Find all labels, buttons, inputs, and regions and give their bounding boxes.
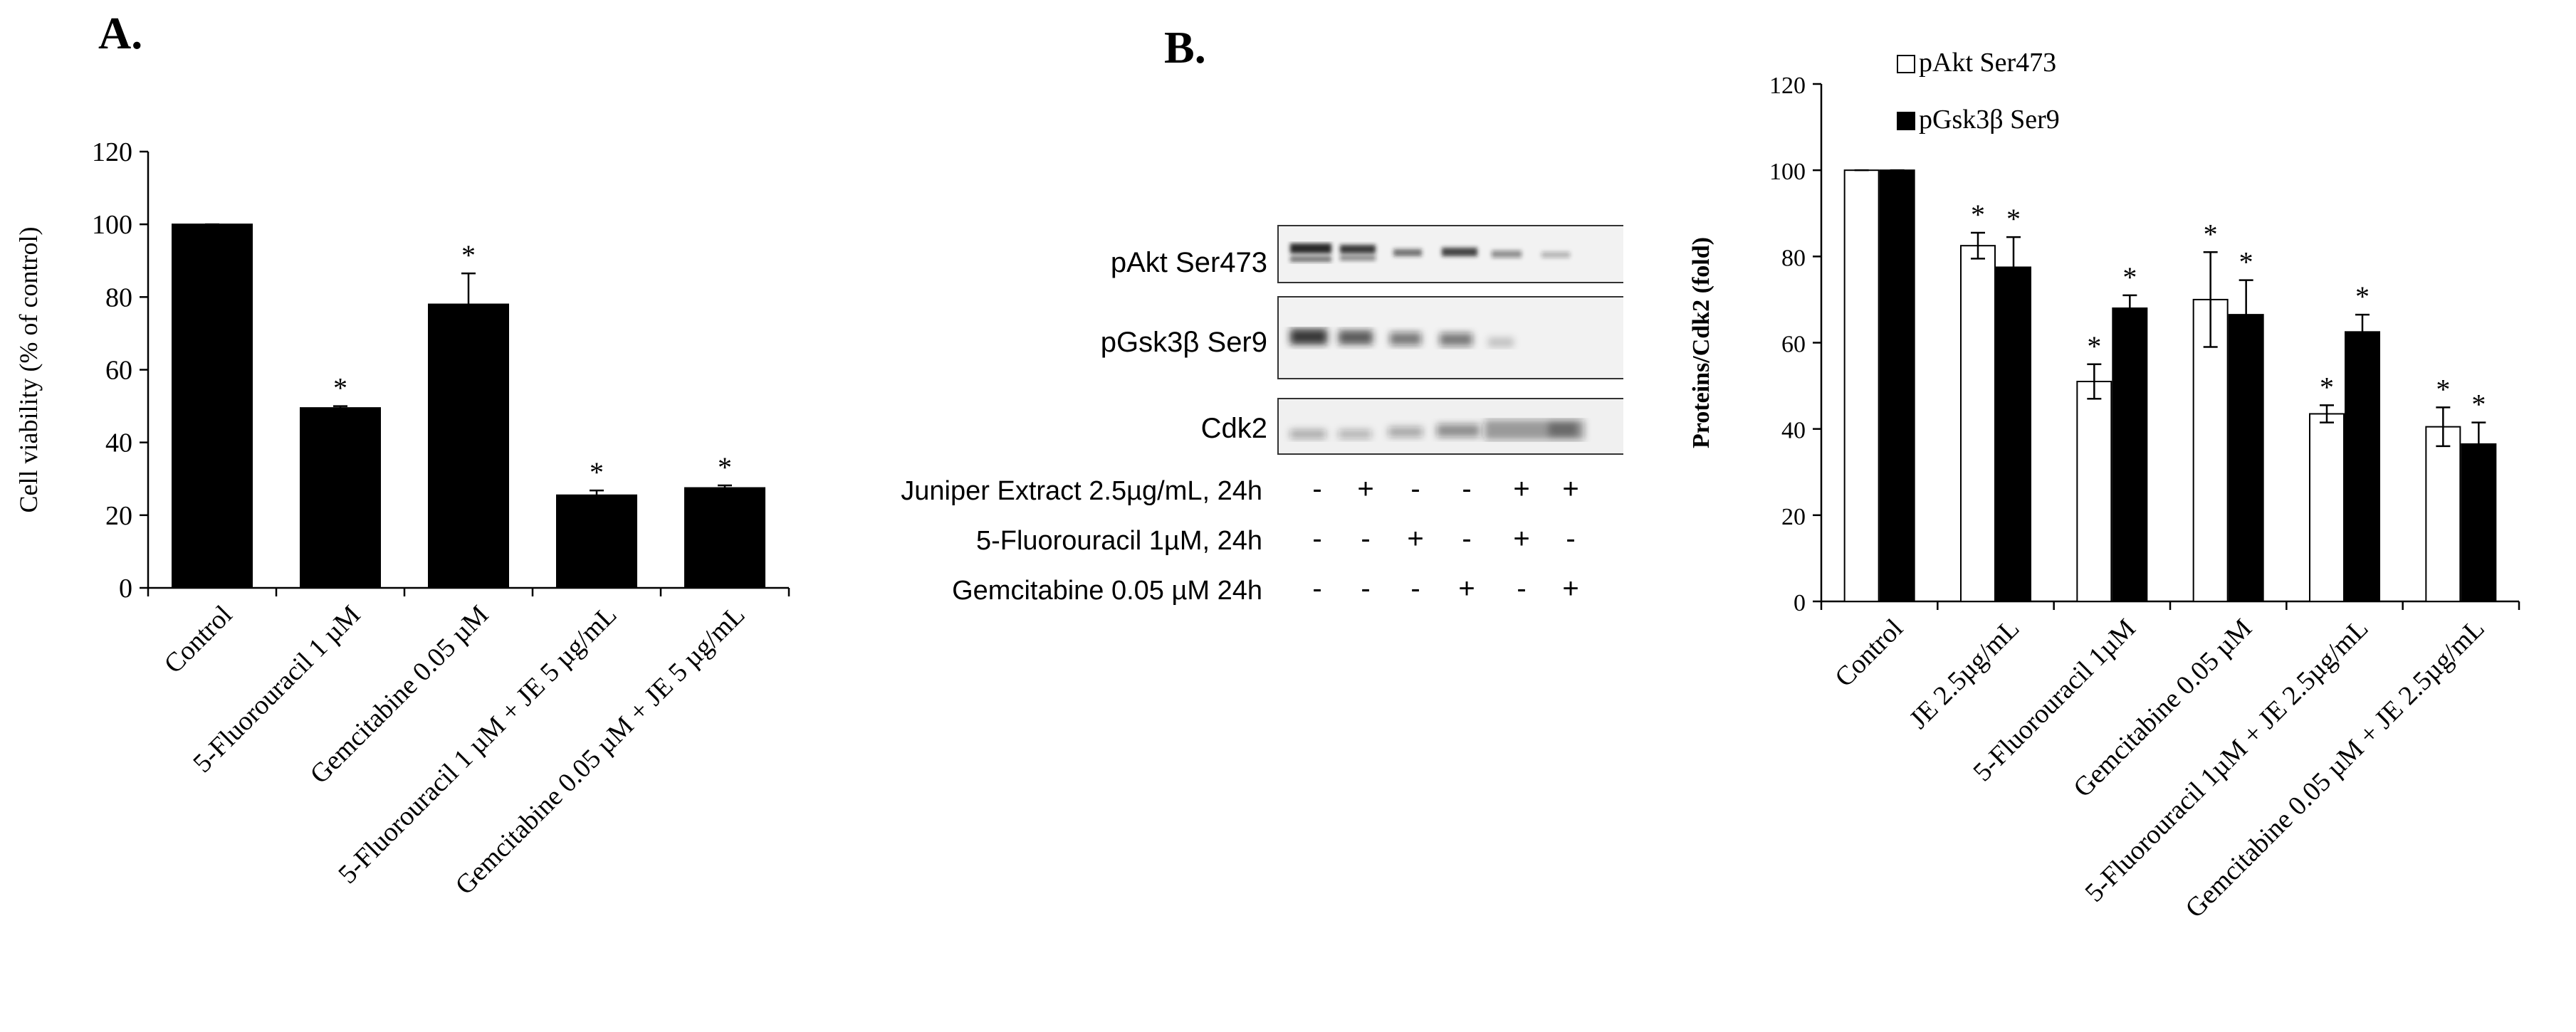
treatment-label: 5-Fluorouracil 1µM, 24h — [976, 526, 1262, 556]
treatment-sign: + — [1513, 523, 1529, 554]
y-tick-label: 120 — [1769, 73, 1806, 99]
treatment-sign: + — [1407, 523, 1423, 554]
treatment-sign: - — [1361, 573, 1370, 604]
treatment-sign: - — [1566, 523, 1575, 554]
significance-marker: * — [1971, 199, 1985, 231]
significance-marker: * — [2122, 261, 2137, 293]
y-tick-label: 40 — [1781, 418, 1806, 444]
treatment-label: Gemcitabine 0.05 µM 24h — [952, 576, 1262, 606]
significance-marker: * — [2087, 330, 2101, 362]
bar-viability-0 — [172, 223, 253, 589]
y-tick-label: 60 — [105, 356, 132, 386]
y-tick-label: 20 — [105, 501, 132, 531]
legend-swatch — [1897, 55, 1915, 73]
panel-b-letter: B. — [1164, 22, 1206, 73]
western-blot-panel: pAkt Ser473 pGsk3β Ser9 Cdk2 Juniper Ext… — [901, 225, 1623, 606]
legend-label: pAkt Ser473 — [1919, 48, 2056, 78]
bar-pakt-0 — [1843, 169, 1880, 602]
significance-marker: * — [2239, 246, 2253, 278]
bar-viability-2 — [428, 303, 509, 589]
blot-row-label-cdk2: Cdk2 — [1201, 413, 1267, 444]
bar-pakt-1 — [1960, 245, 1996, 602]
blot-row-label-pakt: pAkt Ser473 — [1111, 247, 1267, 278]
y-tick-label: 0 — [1794, 590, 1806, 616]
x-category-label: Control — [159, 600, 239, 680]
y-tick-label: 60 — [1781, 332, 1806, 358]
bar-pgsk3β-2 — [2112, 307, 2148, 602]
bar-viability-4 — [684, 487, 765, 589]
bar-pgsk3β-3 — [2228, 314, 2264, 602]
significance-marker: * — [718, 451, 732, 483]
significance-marker: * — [2006, 203, 2021, 235]
treatment-sign: - — [1312, 473, 1321, 505]
treatment-sign: + — [1562, 473, 1578, 505]
legend-swatch — [1897, 112, 1915, 130]
y-tick-label: 20 — [1781, 504, 1806, 530]
treatment-sign: + — [1562, 573, 1578, 604]
y-tick-label: 40 — [105, 428, 132, 458]
significance-marker: * — [461, 239, 476, 271]
treatment-sign: - — [1517, 573, 1526, 604]
blot-strip-pakt — [1277, 225, 1623, 283]
treatment-sign: - — [1462, 473, 1471, 505]
bar-pgsk3β-0 — [1879, 169, 1915, 602]
bar-viability-3 — [556, 494, 637, 589]
y-tick-label: 80 — [1781, 245, 1806, 271]
significance-marker: * — [2320, 371, 2334, 403]
treatment-sign: + — [1458, 573, 1475, 604]
treatment-sign: - — [1462, 523, 1471, 554]
treatment-sign: - — [1361, 523, 1370, 554]
bar-viability-1 — [300, 407, 381, 589]
treatment-label: Juniper Extract 2.5µg/mL, 24h — [901, 476, 1262, 506]
bar-pgsk3β-4 — [2345, 331, 2380, 602]
panel-a-letter: A. — [98, 8, 143, 58]
bar-pgsk3β-1 — [1996, 266, 2031, 602]
blot-row-label-pgsk3b: pGsk3β Ser9 — [1101, 327, 1267, 358]
treatment-sign: + — [1357, 473, 1373, 505]
treatment-sign: - — [1410, 473, 1420, 505]
bar-pakt-3 — [2192, 298, 2229, 602]
y-tick-label: 100 — [1769, 159, 1806, 185]
significance-marker: * — [2471, 389, 2486, 421]
chart-a-cell-viability: 0 20 40 60 80 100 120 Cell viability (% of cont… — [14, 137, 790, 901]
bar-pakt-2 — [2076, 381, 2112, 603]
blot-strip-pgsk3b — [1277, 296, 1623, 379]
y-tick-label: 0 — [119, 574, 132, 604]
y-axis-label: Proteins/Cdk2 (fold) — [1688, 237, 1714, 448]
y-tick-label: 100 — [92, 210, 132, 240]
treatment-sign: - — [1312, 523, 1321, 554]
treatment-sign: - — [1312, 573, 1321, 604]
treatment-sign: - — [1410, 573, 1420, 604]
significance-marker: * — [2355, 280, 2370, 312]
y-tick-label: 120 — [92, 137, 132, 167]
x-category-label: 5-Fluorouracil 1 µM + JE 5 µg/mL — [333, 600, 622, 890]
chart-b-protein-ratio: 0 20 40 60 80 100 120 Proteins/Cdk2 (fold) Contr… — [1688, 48, 2520, 924]
x-category-label: JE 2.5µg/mL — [1904, 614, 2026, 735]
legend-label: pGsk3β Ser9 — [1919, 105, 2060, 135]
blot-strip-cdk2 — [1277, 398, 1623, 455]
x-category-label: Control — [1829, 614, 1909, 693]
bar-pakt-4 — [2309, 413, 2345, 603]
significance-marker: * — [333, 372, 347, 404]
bar-pakt-5 — [2425, 426, 2461, 603]
x-category-label: Gemcitabine 0.05 µM + JE 5 µg/mL — [450, 600, 751, 901]
significance-marker: * — [2436, 373, 2450, 405]
significance-marker: * — [2204, 218, 2218, 250]
y-tick-label: 80 — [105, 283, 132, 312]
bar-pgsk3β-5 — [2461, 443, 2497, 603]
significance-marker: * — [590, 456, 604, 488]
treatment-sign: + — [1513, 473, 1529, 505]
y-axis-label: Cell viability (% of control) — [14, 227, 43, 513]
